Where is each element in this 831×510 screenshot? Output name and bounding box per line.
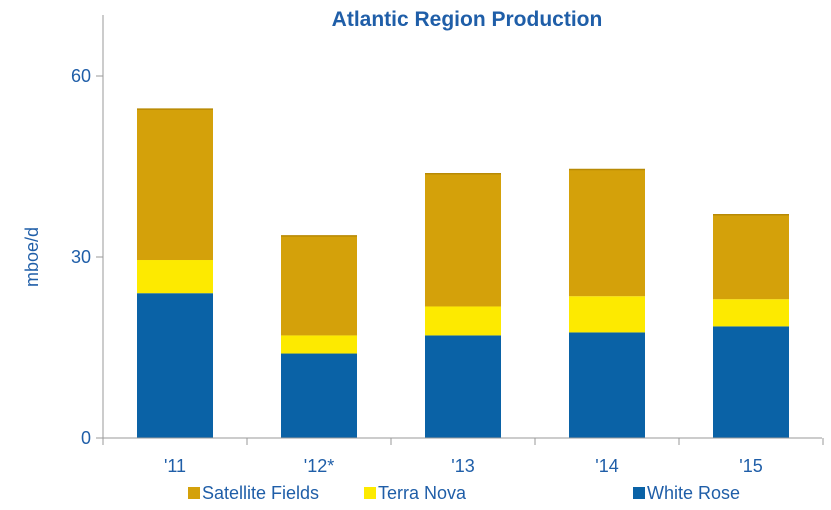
y-tick-label: 0 <box>81 428 91 448</box>
bar-segment-white-rose <box>713 326 789 438</box>
legend-swatch <box>188 487 200 499</box>
legend-label: Satellite Fields <box>202 483 319 503</box>
bar-segment-white-rose <box>281 353 357 438</box>
bar-segment-satellite-fields <box>713 214 789 300</box>
legend-swatch <box>633 487 645 499</box>
bar-segment-white-rose <box>137 293 213 438</box>
legend-item-white-rose: White Rose <box>633 483 740 503</box>
legend: Satellite Fields Terra Nova White Rose <box>188 483 740 503</box>
x-tick-label: '14 <box>595 456 618 476</box>
bar-segment-white-rose <box>569 332 645 438</box>
y-tick-label: 60 <box>71 66 91 86</box>
y-axis-label: mboe/d <box>22 227 42 287</box>
chart-title: Atlantic Region Production <box>332 8 603 31</box>
legend-item-terra-nova: Terra Nova <box>364 483 467 503</box>
bar-segment-terra-nova <box>713 299 789 327</box>
x-tick-label: '13 <box>451 456 474 476</box>
bar-segment-terra-nova <box>425 306 501 336</box>
legend-swatch <box>364 487 376 499</box>
axis-ticks: 0 30 60 '11 '12* '13 '14 '15 <box>71 66 824 476</box>
x-tick-label: '15 <box>739 456 762 476</box>
legend-item-satellite-fields: Satellite Fields <box>188 483 319 503</box>
bar-segment-satellite-fields <box>425 173 501 307</box>
y-tick-label: 30 <box>71 247 91 267</box>
bars-group <box>137 108 789 438</box>
legend-label: Terra Nova <box>378 483 467 503</box>
bar-segment-satellite-fields <box>137 109 213 261</box>
bar-segment-terra-nova <box>281 335 357 354</box>
x-tick-label: '12* <box>304 456 334 476</box>
bar-segment-satellite-fields <box>569 169 645 297</box>
bar-segment-white-rose <box>425 335 501 438</box>
bar-segment-terra-nova <box>137 260 213 294</box>
x-tick-label: '11 <box>164 456 186 476</box>
bar-segment-satellite-fields <box>281 235 357 336</box>
bar-segment-terra-nova <box>569 296 645 333</box>
legend-label: White Rose <box>647 483 740 503</box>
